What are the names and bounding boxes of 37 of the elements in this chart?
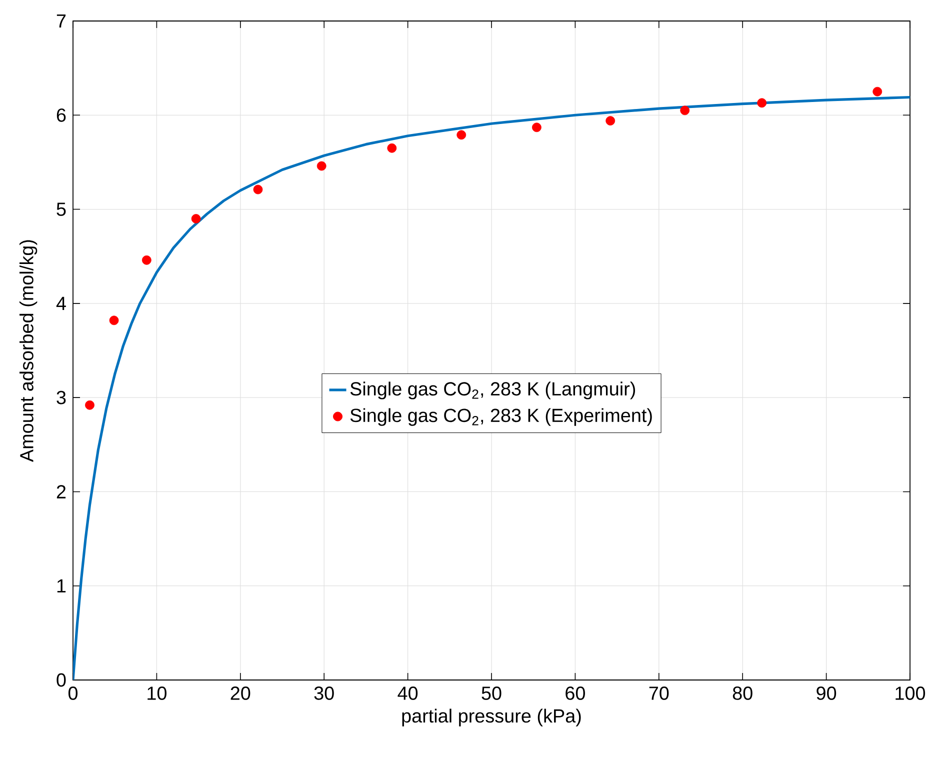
x-axis-title: partial pressure (kPa) [402, 708, 581, 726]
y-tick-label: 7 [56, 14, 66, 28]
y-tick-label: 0 [56, 673, 66, 687]
x-tick-label: 100 [896, 686, 926, 700]
y-tick-label: 4 [56, 296, 66, 310]
point [532, 122, 542, 132]
y-tick-label: 1 [57, 579, 66, 592]
point [253, 184, 263, 194]
x-tick-label: 80 [732, 686, 752, 700]
x-tick-label: 10 [148, 686, 166, 700]
x-tick-label: 40 [398, 686, 418, 700]
y-tick-label: 6 [56, 108, 66, 122]
point [872, 86, 882, 96]
y-axis-title: Amount adsorbed (mol/kg) [20, 240, 38, 462]
legend-label: Single gas CO$_{2}$, 283 K (Langmuir) [350, 382, 636, 400]
x-tick-label: 50 [482, 686, 502, 700]
x-tick-label: 70 [649, 686, 669, 700]
point [680, 106, 690, 116]
point [142, 255, 152, 265]
x-tick-label: 30 [314, 686, 334, 700]
line-series [73, 96, 910, 680]
y-tick-label: 2 [56, 485, 66, 498]
point [387, 143, 397, 153]
point [109, 316, 119, 326]
legend-label: Single gas CO$_{2}$, 283 K (Experiment) [350, 408, 652, 426]
point [456, 130, 466, 140]
point [191, 214, 201, 224]
y-tick-label: 3 [56, 390, 66, 404]
y-tick-label: 5 [56, 202, 66, 216]
x-tick-label: 90 [816, 686, 836, 700]
point [757, 98, 767, 108]
point [316, 161, 326, 171]
point [85, 400, 94, 410]
x-tick-label: 20 [230, 686, 250, 700]
point [606, 116, 616, 126]
x-tick-label: 0 [68, 686, 78, 700]
x-tick-label: 60 [566, 686, 585, 700]
